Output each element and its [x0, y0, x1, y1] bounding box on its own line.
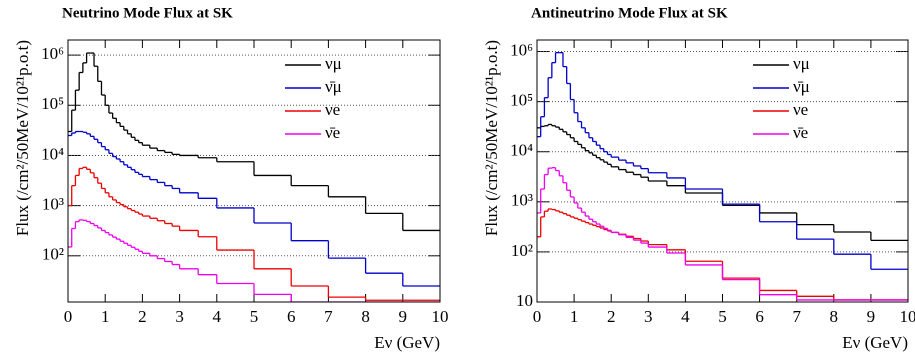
- legend-label: ν̄μ: [325, 77, 342, 96]
- panel-title: Antineutrino Mode Flux at SK: [531, 5, 728, 21]
- x-tick-label: 5: [718, 307, 727, 326]
- x-tick-label: 6: [287, 307, 296, 326]
- x-tick-label: 10: [432, 307, 449, 326]
- x-tick-label: 4: [681, 307, 690, 326]
- plot-frame: [67, 39, 441, 303]
- y-tick-label: 10²: [511, 241, 533, 260]
- y-tick-label: 10⁶: [41, 44, 64, 63]
- x-tick-label: 0: [533, 307, 542, 326]
- x-tick-label: 6: [755, 307, 764, 326]
- x-tick-label: 3: [175, 307, 184, 326]
- legend-label: ν̄e: [793, 123, 808, 142]
- x-axis-title: Eν (GeV): [842, 333, 908, 352]
- y-tick-label: 10⁴: [41, 144, 64, 163]
- x-tick-label: 8: [830, 307, 839, 326]
- x-tick-label: 10: [900, 307, 915, 326]
- x-tick-label: 9: [399, 307, 408, 326]
- legend-label: νe: [325, 100, 340, 119]
- x-tick-label: 0: [64, 307, 73, 326]
- x-tick-label: 1: [101, 307, 110, 326]
- y-tick-label: 10³: [42, 195, 64, 214]
- x-tick-label: 8: [361, 307, 370, 326]
- x-tick-label: 1: [570, 307, 579, 326]
- x-tick-label: 4: [213, 307, 222, 326]
- histogram: [537, 52, 908, 301]
- panel: Neutrino Mode Flux at SK 10² 10³ 10⁴ 10⁵ 10⁶ 0…: [13, 5, 449, 351]
- x-tick-label: 3: [644, 307, 653, 326]
- y-tick-label: 10⁵: [41, 94, 64, 113]
- x-tick-label: 5: [250, 307, 259, 326]
- x-tick-label: 2: [607, 307, 616, 326]
- x-tick-label: 7: [324, 307, 333, 326]
- y-tick-label: 10⁴: [510, 141, 533, 160]
- x-tick-label: 7: [792, 307, 801, 326]
- plot-frame: [536, 39, 909, 303]
- legend-label: νe: [793, 100, 808, 119]
- y-tick-label: 10²: [42, 245, 64, 264]
- y-tick-label: 10³: [511, 191, 533, 210]
- legend-label: νμ: [325, 54, 342, 73]
- x-tick-label: 9: [867, 307, 876, 326]
- y-axis-title: Flux (/cm²/50MeV/10²¹p.o.t): [13, 40, 32, 236]
- legend-label: νμ: [793, 54, 810, 73]
- y-tick-label: 10: [516, 291, 533, 310]
- panel: Antineutrino Mode Flux at SK1010²10³10⁴1…: [482, 5, 915, 351]
- histogram: [68, 52, 440, 302]
- x-axis-title: Eν (GeV): [374, 333, 440, 352]
- legend-label: ν̄e: [325, 123, 340, 142]
- y-tick-label: 10⁶: [510, 40, 533, 59]
- x-tick-label: 2: [138, 307, 147, 326]
- legend-label: ν̄μ: [793, 77, 810, 96]
- y-tick-label: 10⁵: [510, 91, 533, 110]
- panel-title: Neutrino Mode Flux at SK: [62, 5, 233, 21]
- y-axis-title: Flux (/cm²/50MeV/10²¹p.o.t): [482, 40, 501, 236]
